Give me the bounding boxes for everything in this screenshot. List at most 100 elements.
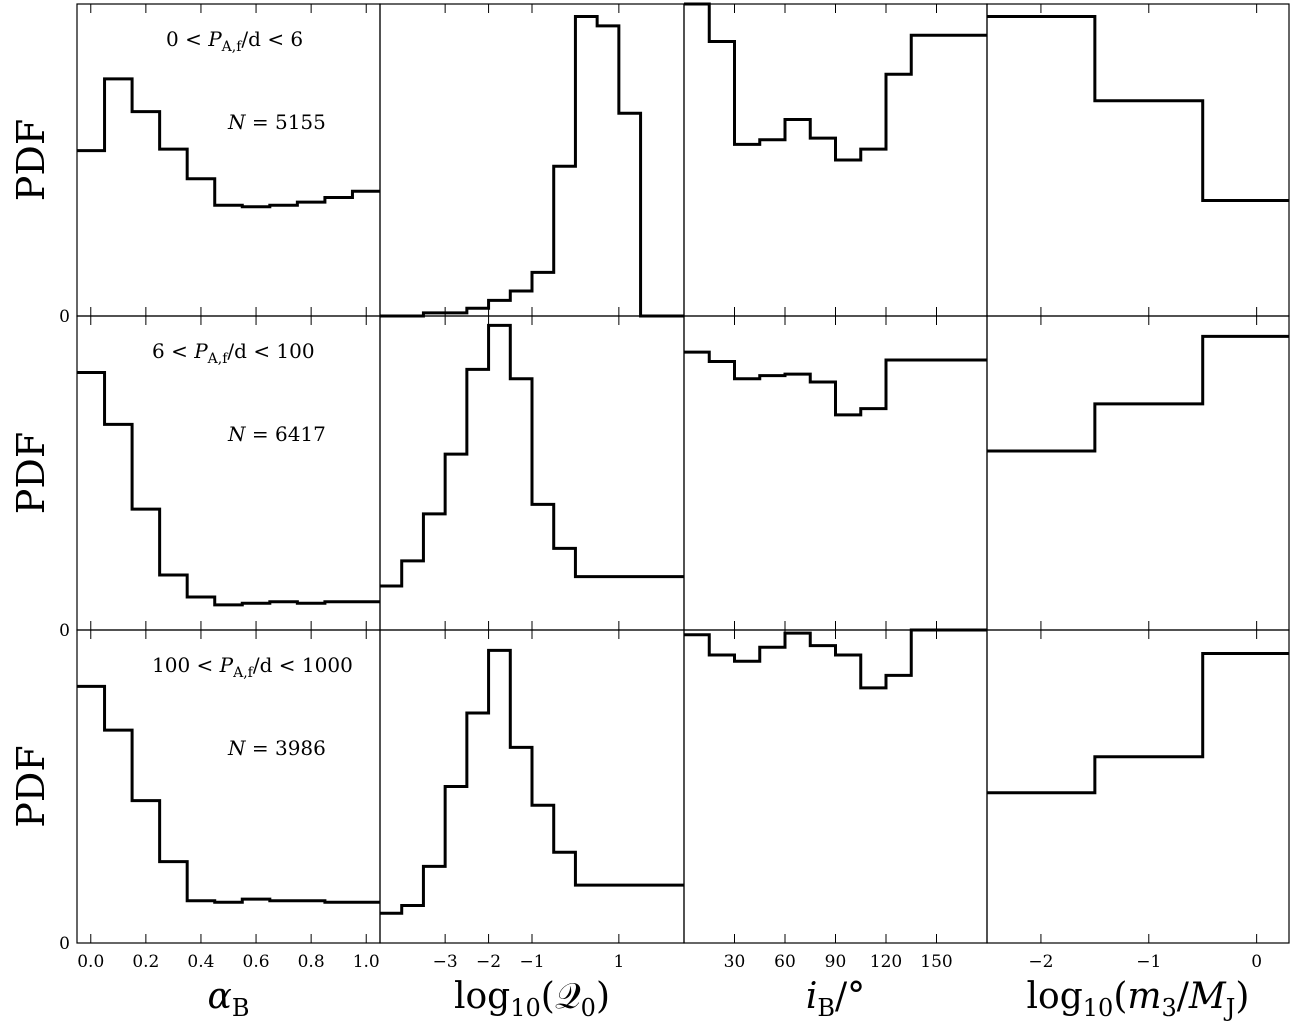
histogram-bin (242, 603, 270, 630)
histogram-bin (619, 577, 641, 630)
histogram-bin (215, 205, 243, 316)
histogram-series (380, 14, 684, 318)
histogram-bin (962, 630, 987, 943)
histogram-bin (380, 586, 402, 630)
histogram-bin (215, 605, 243, 630)
histogram-bin (911, 630, 936, 943)
histogram-bin (489, 300, 511, 316)
histogram-bin (554, 548, 576, 630)
histogram-bin (270, 602, 298, 630)
histogram-bin (886, 675, 911, 943)
histogram-series (684, 350, 987, 417)
x-tick-label: 0.2 (132, 952, 159, 972)
histogram-bin (785, 633, 810, 943)
histogram-bin (554, 166, 576, 316)
histogram-bin (445, 787, 467, 944)
y-axis-label: PDF (9, 432, 53, 514)
histogram-bin (423, 866, 445, 943)
histogram-bin (760, 376, 785, 630)
histogram-series (380, 323, 684, 588)
period-range-annotation: 100 < PA,f/d < 1000 (152, 653, 353, 681)
histogram-bin (684, 352, 709, 630)
period-range-annotation: 0 < PA,f/d < 6 (166, 27, 303, 55)
sample-count-label: N = 5155 (227, 110, 326, 134)
x-axis-label: αB (208, 976, 250, 1022)
histogram-bin (962, 35, 987, 316)
histogram-bin (532, 272, 554, 316)
histogram-bin (77, 151, 105, 316)
histogram-bin (597, 577, 619, 630)
histogram-bin (160, 149, 188, 316)
x-tick-label: 90 (825, 952, 847, 972)
histogram-bin (402, 905, 424, 943)
histogram-series (77, 371, 380, 607)
histogram-bin (532, 504, 554, 630)
histogram-bin (597, 885, 619, 943)
histogram-bin (619, 113, 641, 316)
panel-r3-c2 (379, 629, 685, 944)
histogram-bin (270, 205, 298, 316)
y-axis-label: PDF (9, 119, 53, 201)
panel-r3-c4 (986, 629, 1290, 944)
histogram-bin (510, 379, 532, 630)
histogram-bin (735, 661, 760, 943)
histogram-bin (861, 688, 886, 943)
x-tick-label: 0.8 (298, 952, 325, 972)
histogram-bin (1095, 404, 1203, 630)
histogram-bin (785, 374, 810, 630)
histogram-bin (510, 747, 532, 943)
x-tick-label: 30 (724, 952, 746, 972)
x-tick-label: 1.0 (353, 952, 380, 972)
histogram-bin (215, 902, 243, 943)
x-tick-label: −3 (433, 952, 458, 972)
histogram-bin (937, 35, 962, 316)
y-tick-label: 0 (59, 934, 70, 954)
histogram-series (77, 77, 380, 209)
panel-r3-c3 (683, 628, 988, 944)
histogram-bin (510, 291, 532, 316)
histogram-bin (297, 603, 325, 630)
histogram-bin (987, 451, 1095, 630)
histogram-bin (861, 149, 886, 316)
histogram-bin (810, 138, 835, 316)
histogram-bin (886, 74, 911, 316)
x-tick-label: 0.0 (77, 952, 104, 972)
sample-count-label: N = 6417 (227, 422, 326, 446)
histogram-bin (987, 793, 1095, 943)
histogram-bin (242, 207, 270, 316)
histogram-bin (352, 602, 380, 630)
panel-r2-c2 (379, 315, 685, 631)
histogram-bin (810, 382, 835, 630)
histogram-bin (886, 360, 911, 630)
histogram-bin (160, 862, 188, 943)
histogram-bin (836, 415, 861, 630)
x-tick-label: 0.4 (187, 952, 214, 972)
x-tick-label: −1 (1136, 952, 1161, 972)
histogram-bin (105, 424, 133, 630)
y-tick-label: 0 (59, 307, 70, 327)
histogram-bin (836, 655, 861, 943)
histogram-bin (861, 409, 886, 630)
histogram-bin (1203, 201, 1289, 316)
histogram-bin (297, 901, 325, 943)
histogram-bin (467, 369, 489, 630)
histogram-bin (467, 713, 489, 943)
histogram-bin (1203, 653, 1289, 943)
x-tick-label: 0 (1251, 952, 1262, 972)
histogram-bin (532, 805, 554, 943)
histogram-bin (911, 35, 936, 316)
panel-r2-c4 (986, 315, 1290, 631)
histogram-bin (575, 16, 597, 316)
histogram-bin (105, 730, 133, 943)
histogram-bin (619, 885, 641, 943)
histogram-bin (132, 801, 160, 943)
sample-count-label: N = 3986 (227, 736, 326, 760)
panel-r2-c1 (76, 315, 381, 631)
histogram-series (987, 651, 1289, 795)
x-axis-label: log10(𝒬0) (454, 976, 610, 1022)
histogram-bin (575, 885, 597, 943)
histogram-bin (575, 577, 597, 630)
histogram-bin (1095, 757, 1203, 943)
histogram-bin (270, 901, 298, 943)
